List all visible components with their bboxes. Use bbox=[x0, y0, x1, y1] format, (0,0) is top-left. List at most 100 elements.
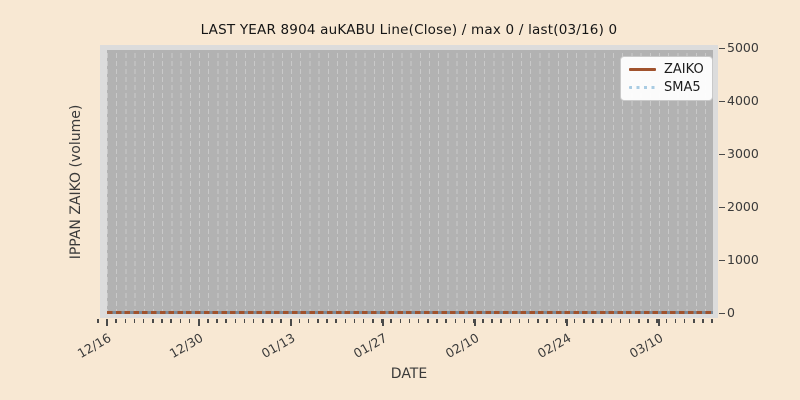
x-minor-tick bbox=[491, 319, 493, 323]
x-minor-tick bbox=[665, 319, 668, 323]
y-tick-mark bbox=[719, 47, 725, 49]
x-minor-tick bbox=[115, 319, 117, 323]
y-tick-mark bbox=[719, 259, 725, 261]
x-minor-tick bbox=[262, 319, 264, 323]
x-minor-tick bbox=[610, 319, 613, 323]
x-minor-tick bbox=[619, 319, 622, 323]
x-minor-tick bbox=[500, 319, 502, 323]
x-minor-tick bbox=[527, 319, 530, 323]
zaiko-line-swatch-icon bbox=[629, 68, 656, 72]
y-tick-mark bbox=[719, 206, 725, 208]
x-minor-tick bbox=[463, 319, 466, 323]
y-axis-label: IPPAN ZAIKO (volume) bbox=[68, 104, 84, 260]
x-minor-tick bbox=[353, 319, 356, 323]
x-minor-tick bbox=[335, 319, 337, 323]
x-major-tick bbox=[474, 319, 476, 326]
x-minor-tick bbox=[124, 319, 126, 323]
x-minor-tick bbox=[188, 319, 191, 323]
y-tick-label: 3000 bbox=[727, 146, 759, 161]
x-major-tick bbox=[290, 319, 292, 326]
x-minor-tick bbox=[564, 319, 567, 323]
x-minor-tick bbox=[702, 319, 704, 323]
x-minor-tick bbox=[152, 319, 154, 323]
x-minor-tick bbox=[289, 319, 292, 323]
y-tick-label: 4000 bbox=[727, 93, 759, 108]
x-minor-tick bbox=[179, 319, 182, 323]
x-minor-tick bbox=[362, 319, 365, 323]
x-minor-tick bbox=[372, 319, 374, 323]
x-minor-tick bbox=[693, 319, 695, 323]
y-tick-mark bbox=[719, 100, 725, 102]
x-minor-tick bbox=[307, 319, 310, 323]
x-minor-tick bbox=[537, 319, 539, 323]
x-minor-tick bbox=[234, 319, 237, 323]
x-minor-tick bbox=[555, 319, 557, 323]
legend-item-sma5: SMA5 bbox=[629, 80, 704, 95]
x-minor-tick bbox=[197, 319, 200, 323]
x-minor-tick bbox=[317, 319, 319, 323]
x-minor-tick bbox=[106, 319, 108, 323]
y-tick-label: 0 bbox=[727, 305, 735, 320]
legend: ZAIKO SMA5 bbox=[620, 56, 713, 101]
x-minor-tick bbox=[417, 319, 420, 323]
x-minor-tick bbox=[656, 319, 658, 323]
sma5-series-line bbox=[107, 311, 713, 314]
x-minor-tick bbox=[509, 319, 512, 323]
x-minor-tick bbox=[408, 319, 411, 323]
x-minor-tick bbox=[711, 319, 713, 323]
x-minor-tick bbox=[170, 319, 172, 323]
x-major-tick bbox=[198, 319, 200, 326]
x-minor-tick bbox=[647, 319, 649, 323]
x-minor-tick bbox=[280, 319, 282, 323]
x-minor-tick bbox=[97, 319, 99, 323]
x-minor-tick bbox=[454, 319, 457, 323]
x-minor-tick bbox=[592, 319, 594, 323]
y-tick-mark bbox=[719, 312, 725, 314]
x-minor-tick bbox=[674, 319, 677, 323]
x-minor-tick bbox=[271, 319, 273, 323]
x-minor-tick bbox=[583, 319, 585, 323]
x-minor-tick bbox=[518, 319, 521, 323]
x-minor-tick bbox=[638, 319, 640, 323]
y-tick-label: 2000 bbox=[727, 199, 759, 214]
sma5-line-swatch-icon bbox=[629, 85, 656, 89]
x-minor-tick bbox=[216, 319, 218, 323]
y-tick-label: 5000 bbox=[727, 40, 759, 55]
x-minor-tick bbox=[344, 319, 347, 323]
x-minor-tick bbox=[683, 319, 686, 323]
x-axis-label: DATE bbox=[390, 366, 428, 382]
x-minor-tick bbox=[161, 319, 163, 323]
x-minor-tick bbox=[628, 319, 631, 323]
x-minor-tick bbox=[298, 319, 301, 323]
x-minor-tick bbox=[399, 319, 402, 323]
x-minor-tick bbox=[225, 319, 227, 323]
plot-area: ZAIKO SMA5 bbox=[100, 45, 718, 318]
x-minor-tick bbox=[133, 319, 136, 323]
x-minor-tick bbox=[326, 319, 328, 323]
x-minor-tick bbox=[142, 319, 145, 323]
y-tick-mark bbox=[719, 153, 725, 155]
x-minor-tick bbox=[436, 319, 438, 323]
legend-label-sma5: SMA5 bbox=[664, 79, 701, 95]
chart-title: LAST YEAR 8904 auKABU Line(Close) / max … bbox=[200, 22, 618, 38]
x-minor-tick bbox=[381, 319, 383, 323]
x-minor-tick bbox=[390, 319, 392, 323]
x-minor-tick bbox=[207, 319, 209, 323]
x-minor-tick bbox=[252, 319, 255, 323]
y-tick-label: 1000 bbox=[727, 252, 759, 267]
x-major-tick bbox=[382, 319, 384, 326]
x-minor-tick bbox=[482, 319, 484, 323]
x-major-tick bbox=[106, 319, 108, 326]
legend-item-zaiko: ZAIKO bbox=[629, 62, 704, 77]
x-minor-tick bbox=[601, 319, 603, 323]
x-minor-tick bbox=[472, 319, 475, 323]
x-major-tick bbox=[566, 319, 568, 326]
x-major-tick bbox=[658, 319, 660, 326]
x-minor-tick bbox=[546, 319, 548, 323]
legend-label-zaiko: ZAIKO bbox=[664, 62, 704, 78]
x-minor-tick bbox=[427, 319, 429, 323]
x-minor-tick bbox=[243, 319, 246, 323]
plot-background bbox=[107, 50, 713, 312]
x-minor-tick bbox=[573, 319, 576, 323]
